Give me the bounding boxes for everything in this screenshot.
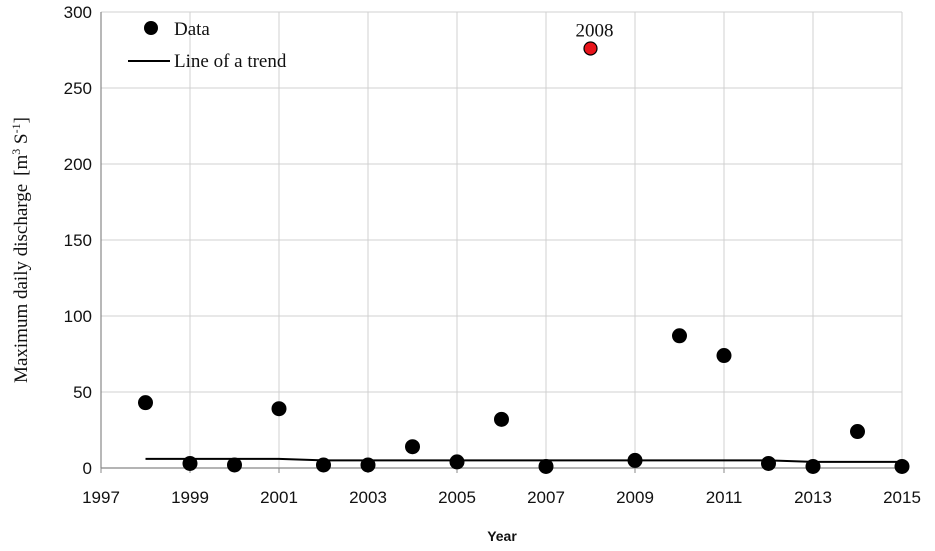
- data-point: [316, 457, 331, 473]
- grid-lines: [100, 11, 903, 469]
- data-point: [716, 348, 732, 364]
- x-tick-label: 2003: [349, 488, 387, 507]
- x-tick-label: 2007: [527, 488, 565, 507]
- y-axis-unit-close: ]: [11, 117, 32, 123]
- legend: Data Line of a trend: [128, 19, 287, 72]
- x-tick-label: 2013: [794, 488, 832, 507]
- data-point: [850, 424, 865, 440]
- y-tick-label: 250: [64, 79, 92, 98]
- data-point: [627, 452, 643, 468]
- y-tick-label: 100: [64, 307, 92, 326]
- x-tick-label: 2001: [260, 488, 298, 507]
- y-tick-label: 50: [73, 383, 92, 402]
- y-axis-label: Maximum daily discharge [m3 S-1]: [9, 117, 32, 383]
- y-tick-labels: 0 50 100 150 200 250 300: [64, 3, 92, 478]
- x-axis-label: Year: [487, 528, 517, 544]
- x-tick-label: 2005: [438, 488, 476, 507]
- data-point: [449, 454, 465, 470]
- x-tick-label: 1999: [171, 488, 209, 507]
- data-point: [138, 395, 153, 411]
- data-point: [761, 455, 776, 471]
- y-tick-label: 0: [83, 459, 92, 478]
- data-point: [182, 455, 198, 471]
- data-point: [894, 458, 910, 474]
- data-point: [227, 457, 242, 473]
- data-point: [805, 458, 821, 474]
- y-axis-unit-exp2: -1: [9, 123, 23, 133]
- x-tick-label: 2015: [883, 488, 921, 507]
- data-point: [271, 401, 287, 417]
- axes: [100, 12, 903, 473]
- y-tick-label: 300: [64, 3, 92, 22]
- data-point: [672, 328, 687, 344]
- outlier-group: 2008: [576, 20, 614, 56]
- y-axis-unit-mid: S: [11, 133, 32, 148]
- data-point: [494, 411, 509, 427]
- y-tick-label: 150: [64, 231, 92, 250]
- x-tick-label: 2011: [706, 488, 743, 507]
- y-tick-label: 200: [64, 155, 92, 174]
- x-tick-labels: 1997 1999 2001 2003 2005 2007 2009 2011 2013 2015: [82, 488, 921, 507]
- trend-line-group: [145, 457, 902, 463]
- x-tick-label: 1997: [82, 488, 120, 507]
- trend-line: [145, 457, 902, 463]
- legend-data-marker: [144, 21, 158, 35]
- outlier-label: 2008: [576, 20, 614, 41]
- outlier-point: [583, 41, 598, 56]
- data-point: [538, 458, 554, 474]
- y-axis-unit-exp1: 3: [9, 149, 23, 155]
- legend-data-label: Data: [174, 19, 210, 40]
- data-points: [138, 328, 910, 474]
- y-axis-label-text: Maximum daily discharge: [11, 184, 32, 383]
- data-point: [405, 439, 420, 455]
- y-axis-unit-open: [m: [11, 154, 32, 175]
- data-point: [360, 457, 376, 473]
- x-tick-label: 2009: [616, 488, 654, 507]
- legend-trend-label: Line of a trend: [174, 51, 287, 72]
